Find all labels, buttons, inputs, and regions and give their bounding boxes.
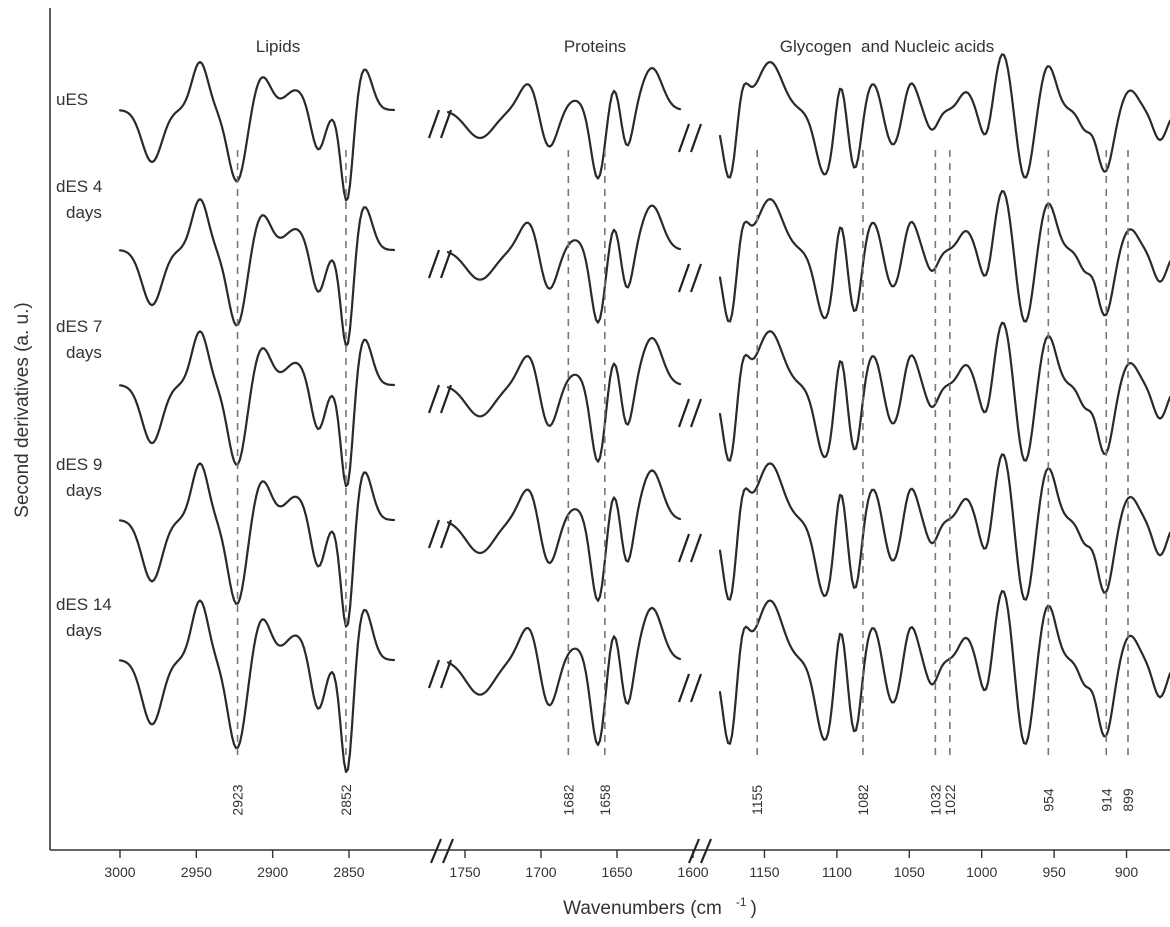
trace-break-a-3-stroke-1 [427, 384, 441, 414]
x-tick-label-1150: 1150 [749, 864, 779, 880]
x-tick-label-1750: 1750 [449, 864, 480, 880]
region-label-glycogen: Glycogen and Nucleic acids [780, 37, 995, 56]
series-label-3: dES 7 [56, 317, 102, 336]
trace-break-b-1-stroke-2 [689, 123, 703, 153]
trace-break-a-2-stroke-1 [427, 249, 441, 279]
peak-label-2923: 2923 [230, 784, 246, 815]
x-axis-title-main: Wavenumbers (cm [563, 898, 722, 919]
series-label-4: dES 9 [56, 455, 102, 474]
peak-label-1155: 1155 [749, 785, 765, 815]
peak-label-1022: 1022 [942, 784, 958, 815]
x-tick-label-2850: 2850 [333, 864, 364, 880]
region-label-proteins: Proteins [564, 37, 626, 56]
trace-break-b-5-stroke-2 [689, 673, 703, 703]
x-axis-title-close: ) [751, 898, 757, 919]
series-label-1: uES [56, 90, 88, 109]
spectrum-trace-3-segment-2 [446, 336, 682, 463]
trace-break-a-4-stroke-2 [439, 519, 453, 549]
trace-break-b-2-stroke-1 [677, 263, 691, 293]
trace-break-a-1-stroke-1 [427, 109, 441, 139]
x-tick-label-3000: 3000 [104, 864, 135, 880]
peak-label-1658: 1658 [597, 784, 613, 815]
peak-label-914: 914 [1098, 788, 1114, 812]
x-tick-label-1100: 1100 [822, 864, 852, 880]
x-axis-break-2-stroke-2 [699, 838, 713, 864]
spectrum-trace-1-segment-3 [718, 53, 1170, 179]
spectrum-trace-1-segment-1 [118, 60, 396, 202]
x-axis-break-1-stroke-2 [441, 838, 455, 864]
x-tick-label-1000: 1000 [966, 864, 997, 880]
spectrum-trace-2-segment-2 [446, 204, 682, 324]
trace-break-a-4-stroke-1 [427, 519, 441, 549]
x-tick-label-1650: 1650 [601, 864, 632, 880]
x-tick-label-2950: 2950 [181, 864, 212, 880]
peak-label-899: 899 [1120, 788, 1136, 812]
trace-break-b-3-stroke-2 [689, 398, 703, 428]
series-label-2-line2: days [66, 203, 102, 222]
trace-break-a-1-stroke-2 [439, 109, 453, 139]
spectrum-trace-4-segment-3 [718, 453, 1170, 601]
spectrum-trace-3-segment-1 [118, 330, 396, 488]
y-axis-title: Second derivatives (a. u.) [12, 302, 33, 517]
labels-layer: uES dES 4 days dES 7 days dES 9 days dES 14 days [56, 90, 112, 640]
trace-break-b-4-stroke-2 [689, 533, 703, 563]
peak-label-2852: 2852 [338, 784, 354, 815]
spectrum-trace-4-segment-2 [446, 469, 682, 602]
x-axis-title-sup: -1 [736, 895, 747, 909]
trace-break-b-3-stroke-1 [677, 398, 691, 428]
traces-layer [118, 53, 1170, 774]
series-label-3-line2: days [66, 343, 102, 362]
series-label-2: dES 4 [56, 177, 102, 196]
spectrum-trace-4-segment-1 [118, 462, 396, 628]
spectrum-trace-5-segment-2 [446, 606, 682, 746]
peak-label-954: 954 [1040, 788, 1056, 812]
x-axis-break-1-stroke-1 [429, 838, 443, 864]
spectrum-trace-2-segment-3 [718, 190, 1170, 323]
trace-break-a-2-stroke-2 [439, 249, 453, 279]
peak-label-1082: 1082 [855, 784, 871, 815]
trace-break-b-1-stroke-1 [677, 123, 691, 153]
x-tick-label-900: 900 [1115, 864, 1139, 880]
spectrum-trace-1-segment-2 [446, 66, 682, 180]
series-label-5: dES 14 [56, 595, 112, 614]
trace-break-b-2-stroke-2 [689, 263, 703, 293]
series-label-4-line2: days [66, 481, 102, 500]
spectrum-trace-2-segment-1 [118, 198, 396, 347]
spectrum-trace-5-segment-3 [718, 590, 1170, 745]
x-tick-label-1050: 1050 [894, 864, 925, 880]
x-axis-break-2-stroke-1 [687, 838, 701, 864]
x-tick-label-950: 950 [1042, 864, 1066, 880]
x-tick-label-2900: 2900 [257, 864, 288, 880]
x-tick-label-1700: 1700 [525, 864, 556, 880]
spectrum-trace-3-segment-3 [718, 321, 1170, 462]
trace-break-a-5-stroke-2 [439, 659, 453, 689]
spectrum-trace-5-segment-1 [118, 599, 396, 774]
trace-break-a-5-stroke-1 [427, 659, 441, 689]
region-label-lipids: Lipids [256, 37, 300, 56]
x-ticks-layer: 3000 2950 2900 2850 1750 1700 1650 1600 1150 1100… [104, 850, 1138, 880]
trace-break-b-4-stroke-1 [677, 533, 691, 563]
peak-label-1032: 1032 [927, 784, 943, 815]
trace-break-b-5-stroke-1 [677, 673, 691, 703]
series-label-5-line2: days [66, 621, 102, 640]
trace-break-a-3-stroke-2 [439, 384, 453, 414]
x-tick-label-1600: 1600 [677, 864, 708, 880]
axis-breaks-layer [427, 109, 713, 864]
peak-label-1682: 1682 [560, 784, 576, 815]
x-axis-title: Wavenumbers (cm -1) [563, 895, 757, 919]
axes-layer [49, 8, 1170, 851]
